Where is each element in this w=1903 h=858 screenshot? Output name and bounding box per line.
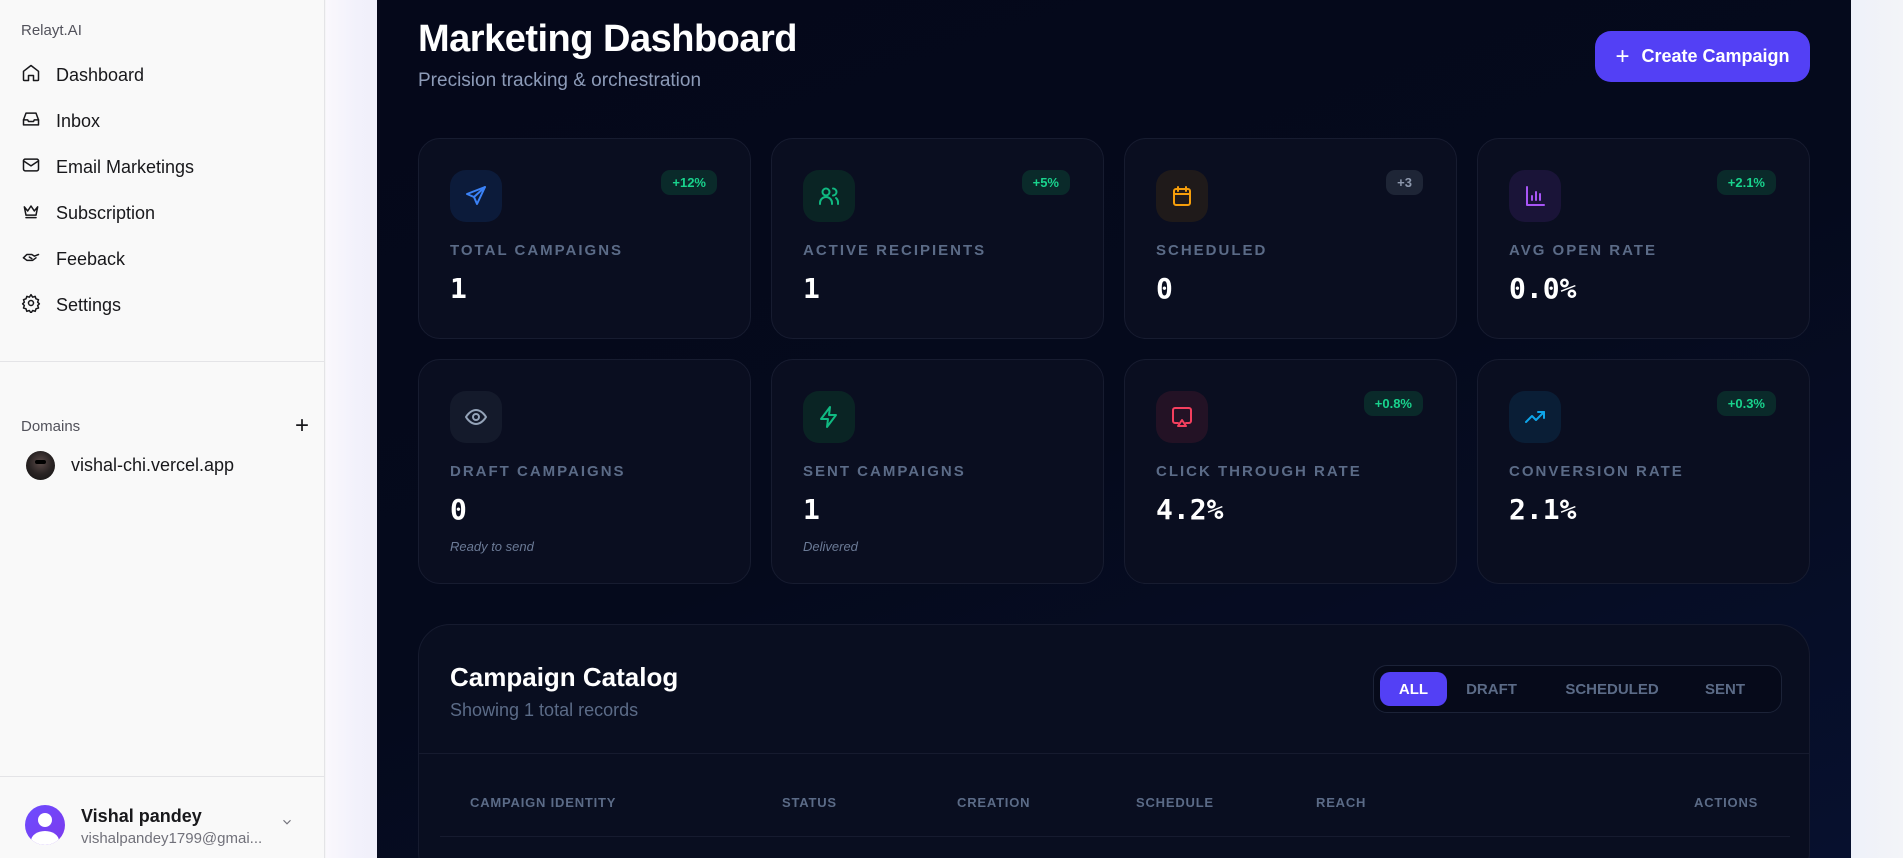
trending-up-icon [1509,391,1561,443]
sidebar-item-label: Dashboard [56,64,145,85]
tab-sent[interactable]: SENT [1704,680,1745,698]
domain-item[interactable]: vishal-chi.vercel.app [26,451,234,480]
stat-label: ACTIVE RECIPIENTS [803,242,987,259]
user-profile[interactable]: Vishal pandey vishalpandey1799@gmai... [0,776,324,858]
users-icon [803,170,855,222]
inbox-icon [21,109,41,134]
sidebar-item-settings[interactable]: Settings [0,282,324,328]
column-header-actions: ACTIONS [1694,795,1759,810]
sidebar-item-label: Email Marketings [56,156,195,177]
sidebar: Relayt.AI Dashboard Inbox Email Marketin… [0,0,325,858]
column-header-reach[interactable]: REACH [1316,795,1367,810]
status-filter-tabs: ALL DRAFT SCHEDULED SENT [1373,665,1782,713]
stat-badge: +0.8% [1363,391,1423,416]
campaign-catalog: Campaign Catalog Showing 1 total records… [418,624,1810,858]
stat-value: 0.0% [1509,272,1577,305]
sidebar-item-label: Inbox [56,110,101,131]
gear-icon [21,293,41,318]
send-icon [450,170,502,222]
stat-card-conversion-rate: +0.3% CONVERSION RATE 2.1% [1477,359,1810,584]
stat-label: DRAFT CAMPAIGNS [450,463,626,480]
stat-value: 0 [1156,272,1173,305]
crown-icon [21,201,41,226]
sidebar-item-feedback[interactable]: Feeback [0,236,324,282]
stat-value: 0 [450,493,467,526]
column-header-creation[interactable]: CREATION [957,795,1031,810]
stat-card-total-campaigns: +12% TOTAL CAMPAIGNS 1 [418,138,751,339]
calendar-icon [1156,170,1208,222]
sidebar-nav: Dashboard Inbox Email Marketings Subscri… [0,52,324,328]
domains-header: Domains + [21,414,309,438]
mail-icon [21,155,41,180]
handshake-icon [21,247,41,272]
column-header-campaign-identity[interactable]: CAMPAIGN IDENTITY [470,795,617,810]
domain-avatar [26,451,55,480]
user-name: Vishal pandey [81,806,202,826]
stat-subtext: Delivered [803,539,858,554]
brand-name: Relayt.AI [21,22,82,39]
tab-scheduled[interactable]: SCHEDULED [1565,680,1659,698]
stat-label: TOTAL CAMPAIGNS [450,242,624,259]
domain-label: vishal-chi.vercel.app [71,455,235,475]
page-subtitle: Precision tracking & orchestration [418,70,702,91]
avatar [25,805,65,845]
create-campaign-label: Create Campaign [1641,46,1790,66]
home-icon [21,63,41,88]
stat-badge: +0.3% [1716,391,1776,416]
stat-label: SENT CAMPAIGNS [803,463,966,480]
stat-card-scheduled: +3 SCHEDULED 0 [1124,138,1457,339]
column-header-schedule[interactable]: SCHEDULE [1136,795,1214,810]
tab-all[interactable]: ALL [1380,672,1447,706]
stat-subtext: Ready to send [450,539,534,554]
stat-label: AVG OPEN RATE [1509,242,1657,259]
stat-label: SCHEDULED [1156,242,1268,259]
cast-icon [1156,391,1208,443]
plus-icon: + [1615,42,1630,70]
sidebar-item-label: Settings [56,294,122,315]
catalog-title: Campaign Catalog [450,662,679,692]
sidebar-item-label: Subscription [56,202,156,223]
user-email: vishalpandey1799@gmai... [81,830,263,847]
sidebar-item-inbox[interactable]: Inbox [0,98,324,144]
stat-label: CONVERSION RATE [1509,463,1684,480]
stat-badge: +2.1% [1716,170,1776,195]
stat-value: 1 [803,493,820,526]
sidebar-item-label: Feeback [56,248,126,269]
catalog-subtitle: Showing 1 total records [450,700,639,720]
stat-value: 2.1% [1509,493,1577,526]
table-header-divider [440,836,1790,837]
stat-value: 4.2% [1156,493,1224,526]
stat-value: 1 [803,272,820,305]
domains-label: Domains [21,417,81,435]
stat-card-sent-campaigns: SENT CAMPAIGNS 1 Delivered [771,359,1104,584]
tab-draft[interactable]: DRAFT [1466,680,1517,698]
page-title: Marketing Dashboard [418,18,798,60]
left-gutter [326,0,377,858]
stat-value: 1 [450,272,467,305]
sidebar-item-email-marketings[interactable]: Email Marketings [0,144,324,190]
catalog-divider [419,753,1809,754]
add-domain-button[interactable]: + [294,412,309,439]
stat-badge: +12% [661,170,717,195]
sidebar-item-dashboard[interactable]: Dashboard [0,52,324,98]
sidebar-item-subscription[interactable]: Subscription [0,190,324,236]
column-header-status[interactable]: STATUS [782,795,837,810]
sidebar-divider [0,361,324,362]
stat-card-avg-open-rate: +2.1% AVG OPEN RATE 0.0% [1477,138,1810,339]
eye-icon [450,391,502,443]
chevron-down-icon[interactable] [280,815,294,829]
zap-icon [803,391,855,443]
bar-chart-icon [1509,170,1561,222]
stat-badge: +3 [1386,170,1423,195]
create-campaign-button[interactable]: + Create Campaign [1595,31,1810,82]
main-panel: Marketing Dashboard Precision tracking &… [377,0,1851,858]
stat-label: CLICK THROUGH RATE [1156,463,1362,480]
stat-card-active-recipients: +5% ACTIVE RECIPIENTS 1 [771,138,1104,339]
stat-badge: +5% [1021,170,1070,195]
stat-card-click-through-rate: +0.8% CLICK THROUGH RATE 4.2% [1124,359,1457,584]
right-gutter [1851,0,1903,858]
stat-card-draft-campaigns: DRAFT CAMPAIGNS 0 Ready to send [418,359,751,584]
